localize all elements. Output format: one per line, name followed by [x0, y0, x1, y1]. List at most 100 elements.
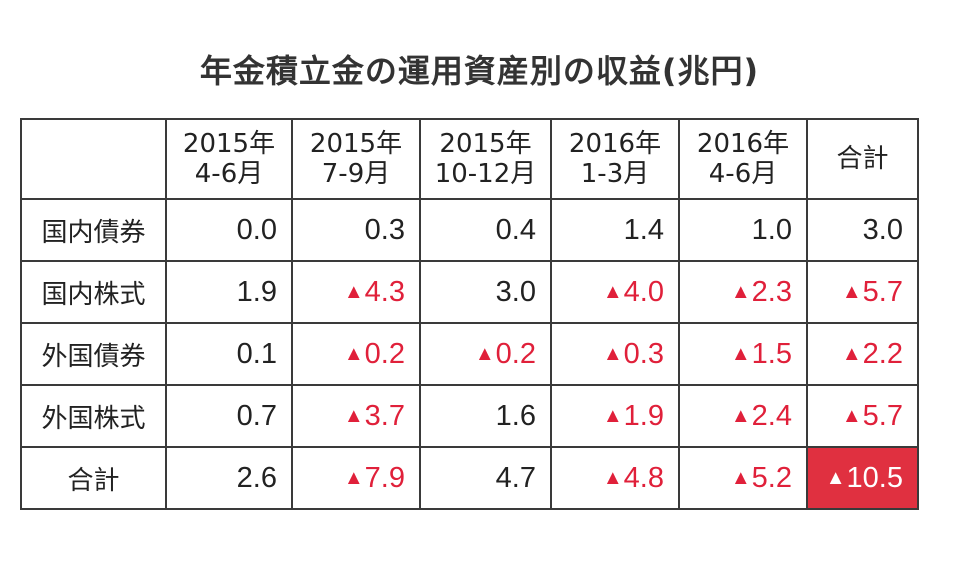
- row-label: 外国株式: [20, 384, 167, 448]
- grand-total-cell: ▲10.5: [806, 446, 919, 510]
- value-cell: ▲2.3: [678, 260, 808, 324]
- value-cell: ▲5.7: [806, 260, 919, 324]
- table-row: 外国株式 0.7 ▲3.7 1.6 ▲1.9 ▲2.4 ▲5.7: [20, 384, 919, 448]
- negative-triangle-mark: ▲: [825, 466, 846, 489]
- negative-triangle-mark: ▲: [730, 280, 751, 303]
- returns-table: 2015年 4-6月 2015年 7-9月 2015年 10-12月 2016年 1-3月 20…: [20, 118, 919, 510]
- cell-value: 5.7: [862, 399, 903, 432]
- value-cell: 4.7: [419, 446, 552, 510]
- row-label: 外国債券: [20, 322, 167, 386]
- cell-value: 4.3: [364, 275, 405, 308]
- value-cell: 0.0: [165, 198, 293, 262]
- column-header-line: 1-3月: [580, 159, 650, 189]
- value-cell: ▲5.2: [678, 446, 808, 510]
- column-header: 2015年 4-6月: [165, 118, 293, 200]
- header-row: 2015年 4-6月 2015年 7-9月 2015年 10-12月 2016年 1-3月 20…: [20, 118, 919, 200]
- value-cell: 3.0: [806, 198, 919, 262]
- column-header-line: 2015年: [439, 129, 532, 159]
- column-header-line: 2015年: [309, 129, 403, 159]
- cell-value: 0.2: [495, 337, 536, 370]
- value-cell: ▲4.3: [291, 260, 421, 324]
- negative-triangle-mark: ▲: [841, 342, 862, 365]
- value-cell: 1.0: [678, 198, 808, 262]
- negative-triangle-mark: ▲: [343, 404, 364, 427]
- cell-value: 1.0: [751, 213, 792, 246]
- negative-triangle-mark: ▲: [343, 280, 364, 303]
- negative-triangle-mark: ▲: [602, 342, 623, 365]
- column-header-line: 4-6月: [194, 159, 264, 189]
- value-cell: 0.7: [165, 384, 293, 448]
- value-cell: ▲0.2: [419, 322, 552, 386]
- column-header-line: 2016年: [568, 129, 662, 159]
- row-label: 国内債券: [20, 198, 167, 262]
- value-cell: 1.9: [165, 260, 293, 324]
- negative-triangle-mark: ▲: [841, 404, 862, 427]
- value-cell: 0.3: [291, 198, 421, 262]
- negative-triangle-mark: ▲: [602, 280, 623, 303]
- table-row: 国内株式 1.9 ▲4.3 3.0 ▲4.0 ▲2.3 ▲5.7: [20, 260, 919, 324]
- cell-value: 0.2: [364, 337, 405, 370]
- column-header-line: 合計: [836, 144, 889, 174]
- column-header-line: 2016年: [696, 129, 790, 159]
- cell-value: 1.9: [236, 275, 277, 308]
- cell-value: 1.5: [751, 337, 792, 370]
- value-cell: ▲4.0: [550, 260, 680, 324]
- cell-value: 2.3: [751, 275, 792, 308]
- page-title: 年金積立金の運用資産別の収益(兆円): [199, 52, 760, 90]
- cell-value: 0.7: [236, 399, 277, 432]
- cell-value: 1.4: [623, 213, 664, 246]
- value-cell: 0.4: [419, 198, 552, 262]
- negative-triangle-mark: ▲: [343, 342, 364, 365]
- value-cell: ▲1.5: [678, 322, 808, 386]
- negative-triangle-mark: ▲: [730, 342, 751, 365]
- column-header: 2015年 10-12月: [419, 118, 552, 200]
- value-cell: 1.6: [419, 384, 552, 448]
- value-cell: ▲1.9: [550, 384, 680, 448]
- row-label: 国内株式: [20, 260, 167, 324]
- value-cell: ▲7.9: [291, 446, 421, 510]
- column-header: 2016年 4-6月: [678, 118, 808, 200]
- column-header-line: 10-12月: [434, 159, 537, 189]
- cell-value: 0.4: [495, 213, 536, 246]
- cell-value: 4.7: [495, 461, 536, 494]
- cell-value: 2.4: [751, 399, 792, 432]
- table-row: 国内債券 0.0 0.3 0.4 1.4 1.0 3.0: [20, 198, 919, 262]
- cell-value: 4.8: [623, 461, 664, 494]
- value-cell: ▲2.4: [678, 384, 808, 448]
- value-cell: 1.4: [550, 198, 680, 262]
- column-header: 2016年 1-3月: [550, 118, 680, 200]
- cell-value: 3.7: [364, 399, 405, 432]
- table-row: 合計 2.6 ▲7.9 4.7 ▲4.8 ▲5.2 ▲10.5: [20, 446, 919, 510]
- value-cell: ▲0.2: [291, 322, 421, 386]
- cell-value: 0.3: [364, 213, 405, 246]
- cell-value: 2.2: [862, 337, 903, 370]
- cell-value: 5.7: [862, 275, 903, 308]
- negative-triangle-mark: ▲: [474, 342, 495, 365]
- column-header: 合計: [806, 118, 919, 200]
- value-cell: ▲0.3: [550, 322, 680, 386]
- column-header-line: 4-6月: [708, 159, 778, 189]
- negative-triangle-mark: ▲: [730, 404, 751, 427]
- cell-value: 0.0: [236, 213, 277, 246]
- cell-value: 10.5: [846, 461, 903, 494]
- value-cell: ▲4.8: [550, 446, 680, 510]
- negative-triangle-mark: ▲: [841, 280, 862, 303]
- negative-triangle-mark: ▲: [602, 404, 623, 427]
- header-corner-cell: [20, 118, 167, 200]
- value-cell: ▲3.7: [291, 384, 421, 448]
- column-header: 2015年 7-9月: [291, 118, 421, 200]
- negative-triangle-mark: ▲: [602, 466, 623, 489]
- cell-value: 3.0: [862, 213, 903, 246]
- value-cell: 3.0: [419, 260, 552, 324]
- value-cell: ▲2.2: [806, 322, 919, 386]
- cell-value: 1.6: [495, 399, 536, 432]
- cell-value: 1.9: [623, 399, 664, 432]
- row-label: 合計: [20, 446, 167, 510]
- negative-triangle-mark: ▲: [343, 466, 364, 489]
- cell-value: 2.6: [236, 461, 277, 494]
- column-header-line: 7-9月: [321, 159, 391, 189]
- cell-value: 0.3: [623, 337, 664, 370]
- negative-triangle-mark: ▲: [730, 466, 751, 489]
- cell-value: 3.0: [495, 275, 536, 308]
- table-row: 外国債券 0.1 ▲0.2 ▲0.2 ▲0.3 ▲1.5 ▲2.2: [20, 322, 919, 386]
